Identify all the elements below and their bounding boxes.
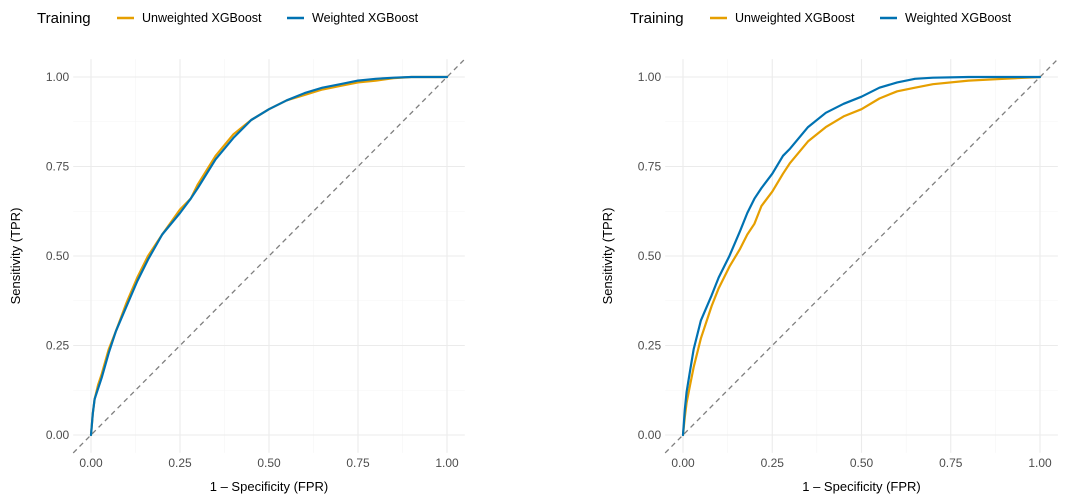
legend-label: Unweighted XGBoost — [735, 11, 855, 25]
x-tick-label: 0.25 — [761, 456, 785, 470]
x-tick-label: 1.00 — [1028, 456, 1052, 470]
legend-title: Training — [37, 10, 91, 27]
legend: Training Unweighted XGBoost Weighted XGBoo… — [630, 10, 1012, 27]
roc-panel-2: 0.00 0.25 0.50 0.75 1.00 0.00 0.25 0.50 0.75 1.00… — [600, 10, 1059, 494]
y-tick-label: 0.50 — [46, 249, 70, 263]
x-tick-label: 0.75 — [939, 456, 963, 470]
x-tick-label: 1.00 — [435, 456, 459, 470]
y-tick-label: 1.00 — [638, 70, 662, 84]
y-tick-label: 0.25 — [638, 339, 662, 353]
y-tick-label: 1.00 — [46, 70, 70, 84]
roc-panel-1: 0.00 0.25 0.50 0.75 1.00 0.00 0.25 0.50 0.75 1.00… — [8, 10, 466, 494]
x-tick-label: 0.00 — [671, 456, 695, 470]
y-axis-title: Sensitivity (TPR) — [8, 208, 23, 305]
legend-title: Training — [630, 10, 684, 27]
diagonal-reference-line — [72, 58, 466, 454]
y-axis-title: Sensitivity (TPR) — [600, 208, 615, 305]
roc-series-weighted — [89, 75, 449, 437]
y-tick-label: 0.00 — [638, 428, 662, 442]
x-tick-label: 0.50 — [850, 456, 874, 470]
x-tick-label: 0.50 — [257, 456, 281, 470]
x-axis-title: 1 – Specificity (FPR) — [802, 479, 920, 494]
x-tick-label: 0.00 — [79, 456, 103, 470]
legend-label: Weighted XGBoost — [312, 11, 419, 25]
y-tick-label: 0.75 — [46, 160, 70, 174]
diagonal-reference-line — [664, 58, 1059, 454]
y-tick-label: 0.50 — [638, 249, 662, 263]
x-axis-title: 1 – Specificity (FPR) — [210, 479, 328, 494]
legend-label: Unweighted XGBoost — [142, 11, 262, 25]
y-tick-label: 0.00 — [46, 428, 70, 442]
roc-series-weighted — [681, 75, 1042, 437]
x-tick-label: 0.25 — [168, 456, 192, 470]
y-tick-label: 0.25 — [46, 339, 70, 353]
x-tick-label: 0.75 — [346, 456, 370, 470]
roc-series-unweighted — [681, 75, 1042, 437]
legend: Training Unweighted XGBoost Weighted XGBoo… — [37, 10, 419, 27]
y-tick-label: 0.75 — [638, 160, 662, 174]
legend-label: Weighted XGBoost — [905, 11, 1012, 25]
